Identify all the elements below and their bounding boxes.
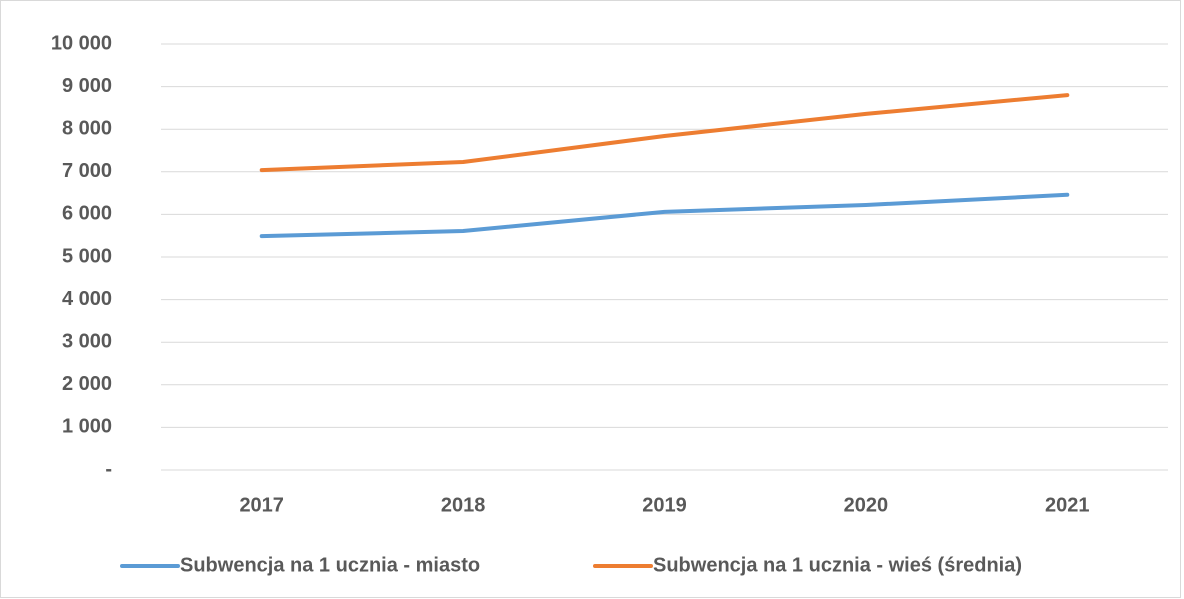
y-tick-label: 6 000 [62,203,112,225]
y-tick-label: 4 000 [62,288,112,310]
x-tick-label: 2021 [1045,494,1090,516]
x-tick-label: 2018 [441,494,486,516]
series-line [259,192,1070,239]
x-tick-label: 2020 [844,494,889,516]
y-tick-label: 7 000 [62,160,112,182]
x-tick-label: 2017 [239,494,284,516]
x-tick-label: 2019 [642,494,687,516]
y-tick-label: 1 000 [62,416,112,438]
y-tick-label: 2 000 [62,373,112,395]
y-tick-label: 8 000 [62,117,112,139]
y-tick-label: 5 000 [62,245,112,267]
series-line [259,93,1070,173]
legend-label: Subwencja na 1 ucznia - wieś (średnia) [653,554,1022,576]
y-tick-label: 3 000 [62,330,112,352]
y-tick-label: 10 000 [51,32,112,54]
legend-label: Subwencja na 1 ucznia - miasto [180,554,480,576]
y-tick-label: - [105,458,112,480]
y-tick-label: 9 000 [62,75,112,97]
